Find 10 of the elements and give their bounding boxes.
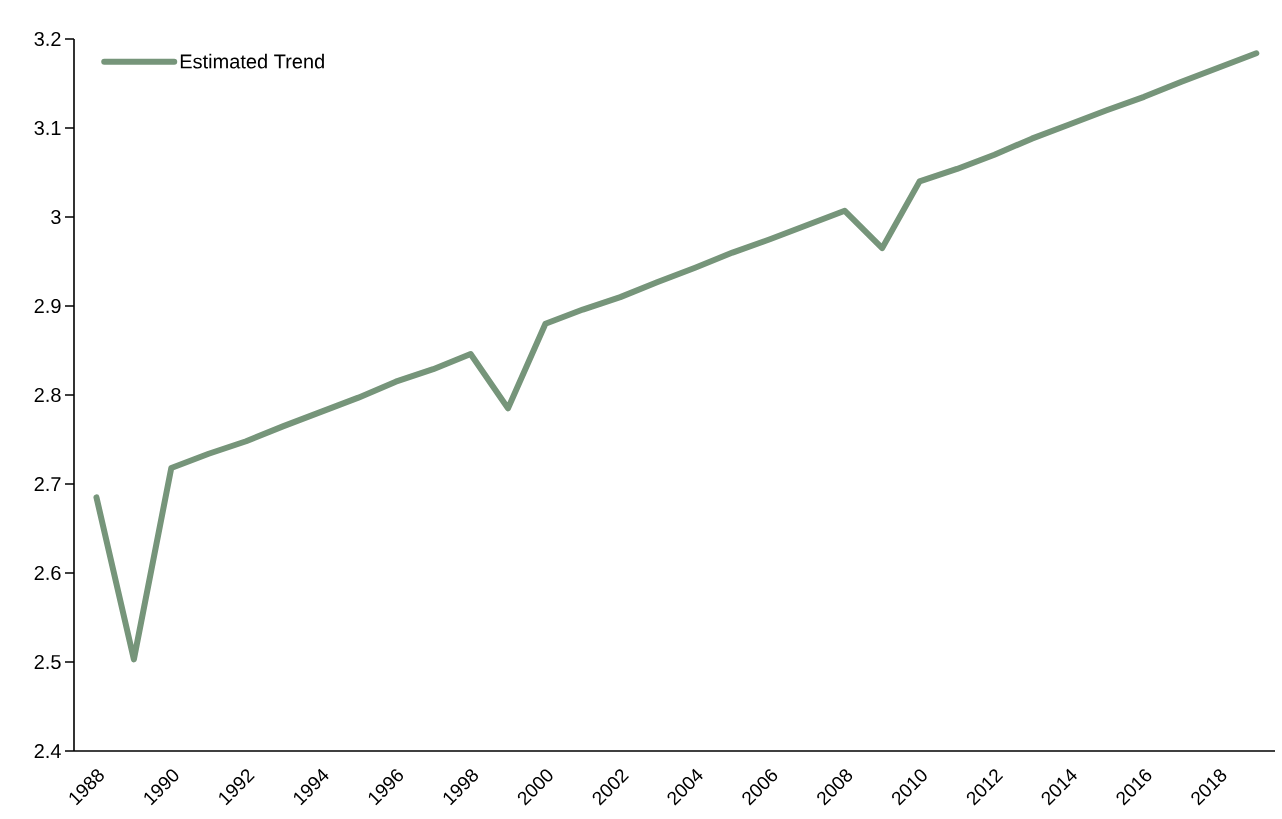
legend-label: Estimated Trend — [180, 53, 324, 69]
y-tick-label: 2.5 — [34, 654, 61, 670]
y-tick-label: 2.6 — [34, 565, 61, 581]
y-tick-label: 3.2 — [34, 31, 61, 47]
y-tick-label: 2.4 — [34, 744, 61, 758]
y-tick-label: 2.7 — [34, 477, 61, 491]
y-tick-label: 2.8 — [34, 387, 61, 403]
y-tick-label: 3.1 — [34, 120, 61, 136]
y-tick-label: 3 — [51, 209, 61, 225]
y-tick-label: 2.9 — [34, 298, 61, 314]
